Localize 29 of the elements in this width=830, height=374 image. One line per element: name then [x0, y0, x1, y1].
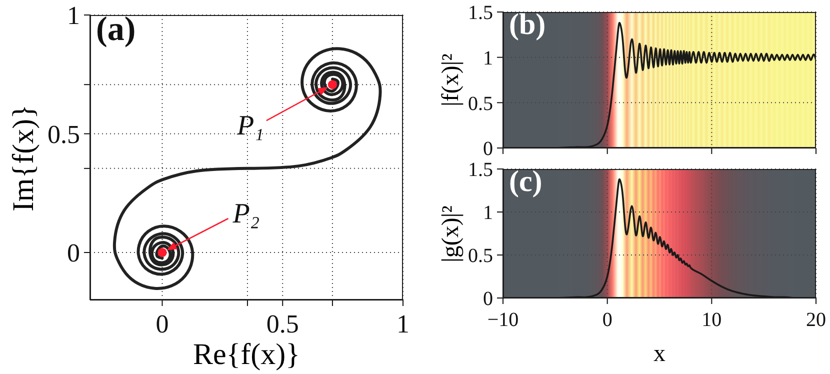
- x-tick-label: 20: [806, 309, 826, 332]
- y-tick-label: 1.5: [468, 2, 493, 24]
- line-series: [113, 47, 382, 290]
- y-axis-title: |g(x)|²: [438, 205, 464, 262]
- y-tick-label: 1.5: [468, 159, 493, 182]
- x-tick-label: −10: [487, 309, 519, 332]
- y-tick-label: 1: [483, 202, 493, 224]
- y-tick-label: 0.5: [48, 120, 80, 149]
- x-tick-label: 10: [702, 309, 722, 332]
- chart-title: (a): [96, 11, 136, 48]
- y-tick-label: 0: [483, 138, 493, 160]
- x-tick-label: 1: [396, 309, 410, 338]
- chart-title: (c): [509, 165, 542, 198]
- y-axis-title: |f(x)|²: [438, 54, 464, 106]
- chart-title: (b): [509, 8, 546, 41]
- x-tick-label: 0.5: [266, 309, 299, 338]
- x-tick-label: 0: [156, 309, 169, 338]
- x-tick-label: 0: [602, 309, 612, 332]
- annotation: P₂: [232, 198, 260, 230]
- y-tick-label: 0: [67, 238, 80, 268]
- y-tick-label: 0: [483, 288, 493, 310]
- y-tick-label: 0.5: [468, 92, 493, 115]
- y-axis-title: Im{f(x)}: [7, 104, 40, 212]
- x-axis-title: Re{f(x)}: [192, 338, 300, 371]
- y-tick-label: 0.5: [468, 245, 493, 268]
- y-tick-label: 1: [483, 47, 493, 70]
- annotation: P₁: [236, 110, 264, 142]
- y-tick-label: 1: [67, 1, 80, 30]
- x-axis-title: x: [654, 341, 666, 367]
